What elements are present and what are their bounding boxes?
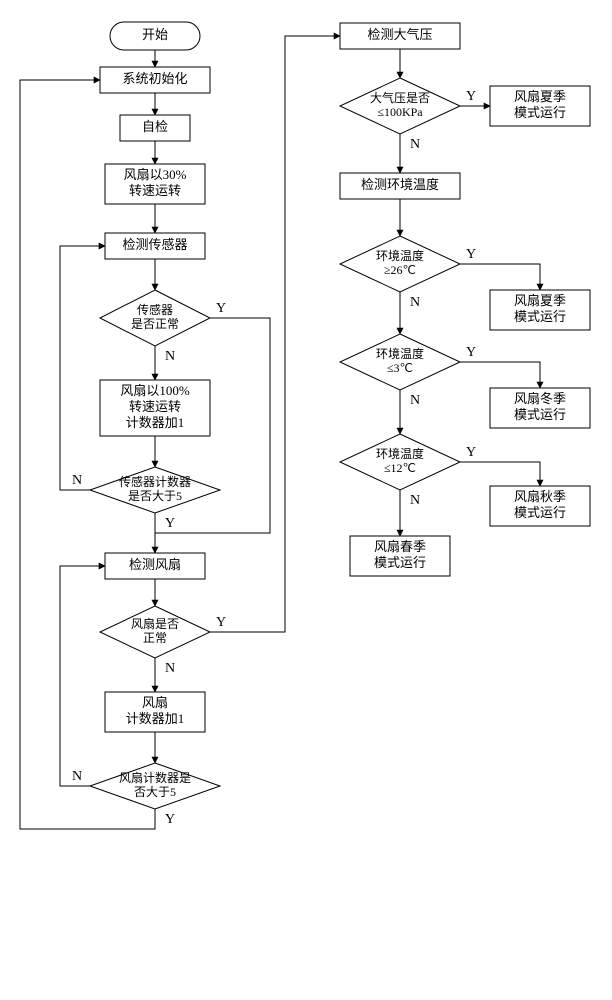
- flowchart-canvas: 开始系统初始化自检风扇以30%转速运转检测传感器传感器是否正常风扇以100%转速…: [0, 0, 612, 1000]
- svg-text:系统初始化: 系统初始化: [122, 71, 187, 86]
- svg-text:≤3℃: ≤3℃: [387, 361, 413, 375]
- svg-text:计数器加1: 计数器加1: [126, 415, 185, 430]
- svg-text:检测风扇: 检测风扇: [129, 557, 181, 572]
- svg-text:模式运行: 模式运行: [514, 505, 566, 520]
- svg-text:转速运转: 转速运转: [129, 183, 181, 198]
- svg-text:传感器计数器: 传感器计数器: [119, 474, 191, 489]
- svg-text:N: N: [410, 393, 420, 408]
- svg-text:风扇冬季: 风扇冬季: [514, 391, 566, 406]
- svg-text:模式运行: 模式运行: [514, 309, 566, 324]
- svg-text:检测环境温度: 检测环境温度: [361, 177, 439, 192]
- svg-text:风扇夏季: 风扇夏季: [514, 293, 566, 308]
- svg-text:Y: Y: [216, 301, 226, 316]
- svg-text:Y: Y: [165, 812, 175, 827]
- svg-text:环境温度: 环境温度: [376, 446, 424, 461]
- svg-text:Y: Y: [466, 445, 476, 460]
- svg-text:检测传感器: 检测传感器: [122, 237, 187, 252]
- svg-text:风扇以30%: 风扇以30%: [124, 167, 187, 182]
- svg-text:自检: 自检: [142, 119, 168, 134]
- svg-text:模式运行: 模式运行: [514, 105, 566, 120]
- svg-text:N: N: [72, 769, 82, 784]
- svg-text:N: N: [410, 137, 420, 152]
- svg-text:风扇是否: 风扇是否: [131, 616, 179, 631]
- svg-text:是否大于5: 是否大于5: [128, 489, 182, 503]
- svg-text:是否正常: 是否正常: [131, 317, 179, 331]
- svg-text:否大于5: 否大于5: [134, 785, 176, 799]
- svg-text:传感器: 传感器: [137, 302, 173, 317]
- svg-text:≤100KPa: ≤100KPa: [377, 105, 423, 119]
- svg-text:检测大气压: 检测大气压: [367, 27, 432, 42]
- svg-text:风扇: 风扇: [142, 695, 168, 710]
- svg-text:Y: Y: [165, 516, 175, 531]
- svg-text:风扇计数器是: 风扇计数器是: [119, 770, 191, 785]
- svg-text:N: N: [410, 493, 420, 508]
- svg-text:风扇春季: 风扇春季: [374, 539, 426, 554]
- svg-text:转速运转: 转速运转: [129, 399, 181, 414]
- svg-text:N: N: [165, 349, 175, 364]
- svg-text:环境温度: 环境温度: [376, 346, 424, 361]
- svg-text:开始: 开始: [142, 27, 168, 42]
- svg-text:模式运行: 模式运行: [514, 407, 566, 422]
- svg-text:N: N: [410, 295, 420, 310]
- svg-text:Y: Y: [216, 615, 226, 630]
- svg-text:N: N: [165, 661, 175, 676]
- svg-text:风扇夏季: 风扇夏季: [514, 89, 566, 104]
- svg-text:模式运行: 模式运行: [374, 555, 426, 570]
- svg-text:N: N: [72, 473, 82, 488]
- svg-text:大气压是否: 大气压是否: [370, 90, 430, 105]
- svg-text:正常: 正常: [143, 631, 167, 645]
- svg-text:环境温度: 环境温度: [376, 248, 424, 263]
- svg-text:Y: Y: [466, 247, 476, 262]
- svg-text:≤12℃: ≤12℃: [384, 461, 416, 475]
- svg-text:风扇以100%: 风扇以100%: [120, 383, 190, 398]
- svg-text:计数器加1: 计数器加1: [126, 711, 185, 726]
- svg-text:Y: Y: [466, 345, 476, 360]
- svg-text:≥26℃: ≥26℃: [384, 263, 416, 277]
- svg-text:风扇秋季: 风扇秋季: [514, 489, 566, 504]
- svg-text:Y: Y: [466, 89, 476, 104]
